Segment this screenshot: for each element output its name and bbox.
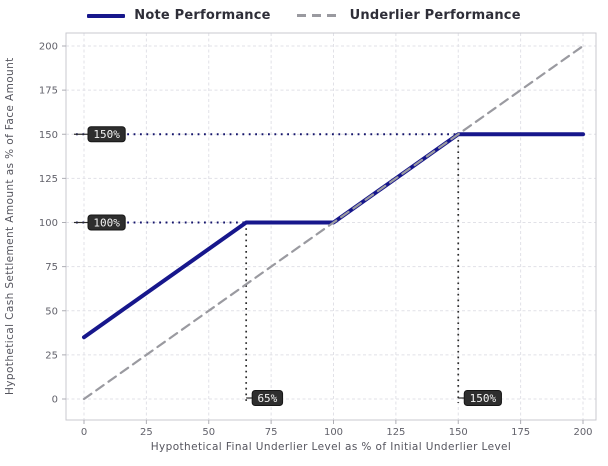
x-tick-label: 75: [265, 427, 278, 438]
x-tick-label: 100: [324, 427, 343, 438]
y-tick-label: 25: [45, 350, 58, 361]
x-tick-label: 25: [140, 427, 153, 438]
x-tick-label: 150: [449, 427, 468, 438]
y-axis-label: Hypothetical Cash Settlement Amount as %…: [4, 57, 16, 396]
legend-item-underlier: Underlier Performance: [296, 8, 521, 23]
y-tick-label: 150: [39, 130, 58, 141]
legend-item-note: Note Performance: [87, 8, 270, 23]
y-badge-box: [87, 126, 126, 143]
legend-note-label: Note Performance: [134, 8, 271, 23]
note-performance-line: [82, 132, 585, 340]
x-badge-text: 150%: [470, 392, 497, 405]
x-tick-label: 175: [511, 427, 530, 438]
x-badge-box: [463, 390, 502, 406]
note-line-swatch: [87, 13, 126, 18]
y-badge-text: 150%: [93, 128, 120, 141]
y-tick-label: 175: [39, 86, 58, 97]
y-tick-label: 200: [39, 42, 58, 53]
underlier-line-swatch: [296, 14, 341, 17]
x-tick-label: 0: [81, 427, 87, 438]
x-axis-label: Hypothetical Final Underlier Level as % …: [150, 441, 512, 453]
y-tick-label: 0: [52, 395, 58, 406]
legend-underlier-label: Underlier Performance: [349, 8, 521, 23]
x-badge-box: [251, 390, 284, 406]
underlier-performance-line: [82, 44, 585, 401]
chart-legend: Note Performance Underlier Performance: [0, 8, 608, 23]
y-tick-label: 100: [39, 218, 58, 229]
x-tick-label: 50: [202, 427, 215, 438]
plot-spines: [65, 32, 597, 421]
x-tick-label: 125: [386, 427, 405, 438]
y-tick-label: 50: [45, 306, 58, 317]
x-badge-text: 65%: [257, 392, 277, 405]
x-tick-label: 200: [573, 427, 592, 438]
y-tick-label: 125: [39, 174, 58, 185]
y-tick-label: 75: [45, 262, 58, 273]
y-badge-text: 100%: [93, 216, 120, 229]
y-badge-box: [87, 214, 126, 231]
